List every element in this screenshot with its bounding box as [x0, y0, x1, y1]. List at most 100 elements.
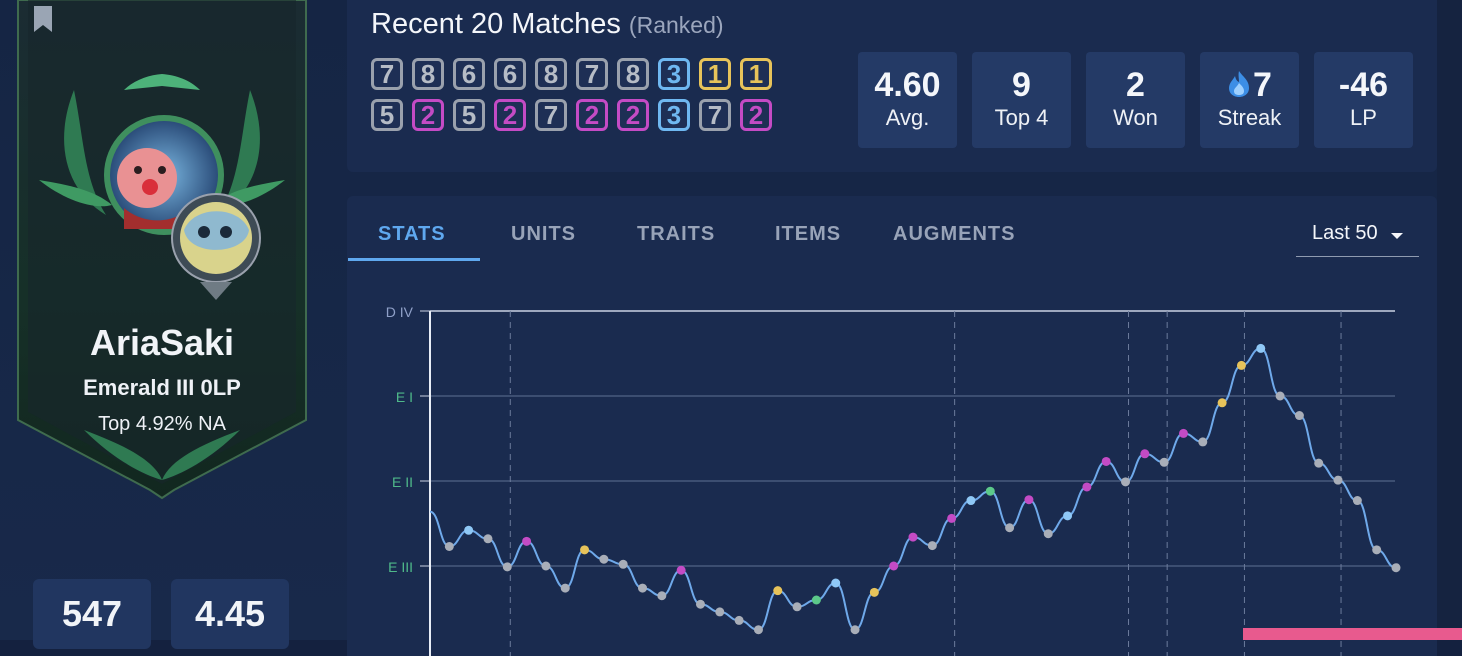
summary-avg: 4.60 Avg. [858, 52, 957, 148]
match-point [638, 583, 648, 593]
recent-matches-title: Recent 20 Matches (Ranked) [371, 8, 724, 41]
stats-panel: D IV E I E II E III STATS UNITS TRAITS ITEM… [347, 196, 1437, 656]
placement-badge[interactable]: 3 [658, 99, 690, 131]
bookmark-icon[interactable] [34, 6, 52, 32]
page-right-edge [1437, 0, 1462, 640]
placement-badge[interactable]: 2 [576, 99, 608, 131]
placement-badge[interactable]: 8 [412, 58, 444, 90]
tab-traits[interactable]: TRAITS [637, 223, 716, 245]
match-point [811, 595, 821, 605]
match-point [1043, 529, 1053, 539]
match-point [947, 513, 957, 523]
match-point [1178, 428, 1188, 438]
summary-streak: 7 Streak [1200, 52, 1299, 148]
match-point [1372, 545, 1382, 555]
dropdown-selected: Last 50 [1312, 222, 1378, 244]
match-point [1101, 456, 1111, 466]
summary-value: -46 [1338, 66, 1389, 104]
placement-badge[interactable]: 3 [658, 58, 690, 90]
flame-icon [1229, 71, 1250, 97]
summary-value-row: 7 [1200, 66, 1299, 104]
match-point [1217, 398, 1227, 408]
summary-label: Avg. [885, 105, 930, 130]
match-point [966, 496, 976, 506]
active-tab-indicator [348, 258, 480, 261]
placement-badge[interactable]: 2 [412, 99, 444, 131]
match-point [464, 525, 474, 535]
placement-badge[interactable]: 7 [535, 99, 567, 131]
match-point [1024, 495, 1034, 505]
match-point [1159, 457, 1169, 467]
summary-label: Streak [1217, 105, 1282, 130]
match-point [753, 625, 763, 635]
placement-badge[interactable]: 2 [494, 99, 526, 131]
placement-badge[interactable]: 6 [494, 58, 526, 90]
match-point [1333, 475, 1343, 485]
streak-value: 7 [1253, 66, 1272, 104]
placement-badge[interactable]: 1 [740, 58, 772, 90]
match-point [1256, 343, 1266, 353]
match-point [889, 561, 899, 571]
summary-value: 9 [1012, 66, 1031, 104]
recent-matches-heading: Recent 20 Matches [371, 8, 621, 40]
match-point [1121, 477, 1131, 487]
placement-badge[interactable]: 2 [740, 99, 772, 131]
match-point [1198, 437, 1208, 447]
placement-badge[interactable]: 8 [617, 58, 649, 90]
tab-units[interactable]: UNITS [511, 223, 576, 245]
placement-badge[interactable]: 5 [453, 99, 485, 131]
match-point [560, 583, 570, 593]
match-point [618, 559, 628, 569]
tab-augments[interactable]: AUGMENTS [893, 223, 1016, 245]
match-point [1140, 449, 1150, 459]
match-point [695, 599, 705, 609]
summary-label: Top 4 [994, 105, 1049, 130]
summary-lp: -46 LP [1314, 52, 1413, 148]
placement-badge[interactable]: 7 [699, 99, 731, 131]
y-tick-label: E III [388, 559, 413, 575]
match-point [1275, 391, 1285, 401]
match-point [985, 486, 995, 496]
summary-value: 4.60 [874, 66, 941, 104]
match-point [541, 561, 551, 571]
summary-label: Won [1113, 105, 1158, 130]
y-tick-label: E I [396, 389, 413, 405]
match-point [676, 565, 686, 575]
placement-badge[interactable]: 7 [576, 58, 608, 90]
tab-stats[interactable]: STATS [378, 223, 446, 245]
match-point [850, 625, 860, 635]
summary-won: 2 Won [1086, 52, 1185, 148]
summoner-name: AriaSaki [89, 322, 235, 363]
match-point [502, 562, 512, 572]
match-point [715, 607, 725, 617]
y-tick-label: D IV [386, 304, 414, 320]
match-point [657, 591, 667, 601]
placement-badge[interactable]: 7 [371, 58, 403, 90]
chevron-down-icon [1391, 233, 1403, 239]
match-point [831, 578, 841, 588]
placement-badge[interactable]: 6 [453, 58, 485, 90]
placement-badge[interactable]: 1 [699, 58, 731, 90]
placement-badge[interactable]: 5 [371, 99, 403, 131]
match-point [1063, 511, 1073, 521]
match-point [1314, 458, 1324, 468]
stats-tab-bar: STATS UNITS TRAITS ITEMS AUGMENTS [347, 196, 1107, 262]
tab-items[interactable]: ITEMS [775, 223, 842, 245]
placement-badge[interactable]: 2 [617, 99, 649, 131]
lp-history-chart: D IV E I E II E III [386, 304, 1401, 656]
match-point [927, 541, 937, 551]
match-range-dropdown[interactable]: Last 50 [1296, 222, 1419, 257]
placement-badge[interactable]: 8 [535, 58, 567, 90]
match-point [1082, 482, 1092, 492]
match-point [792, 602, 802, 612]
rank-banner [17, 0, 307, 500]
match-point [1352, 496, 1362, 506]
profile-stat-card: 4.45 [171, 579, 289, 649]
summary-label: LP [1350, 105, 1377, 130]
match-point [580, 545, 590, 555]
match-point [599, 554, 609, 564]
match-point [1391, 563, 1401, 573]
